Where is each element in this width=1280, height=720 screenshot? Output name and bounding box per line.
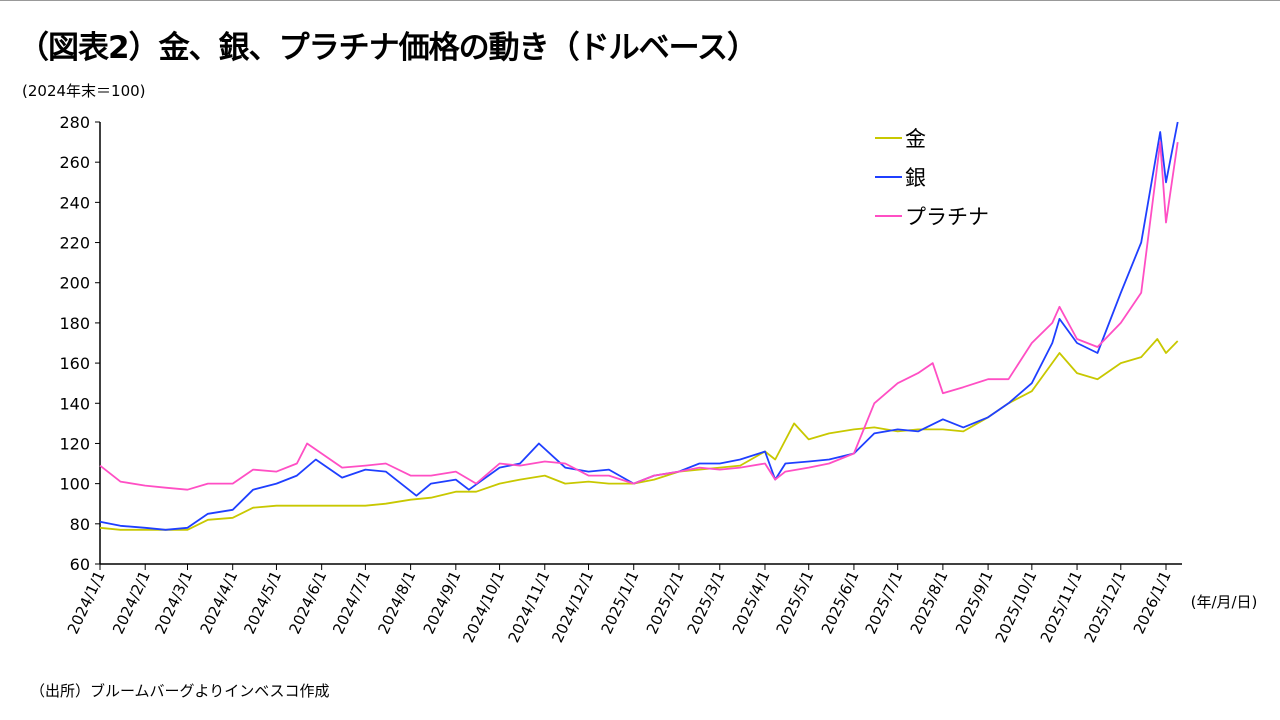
y-tick-label: 160 (59, 354, 90, 373)
y-tick-label: 80 (70, 515, 90, 534)
x-tick-label: 2024/6/1 (285, 568, 330, 637)
x-tick-label: 2025/9/1 (952, 568, 997, 637)
x-tick-label: 2025/3/1 (684, 568, 729, 637)
x-tick-label: 2024/11/1 (505, 568, 554, 645)
x-tick-label: 2025/12/1 (1081, 568, 1130, 645)
x-axis-label: (年/月/日) (1191, 593, 1258, 611)
x-tick-label: 2025/7/1 (862, 568, 907, 637)
x-tick-label: 2024/5/1 (240, 568, 285, 637)
y-tick-label: 120 (59, 434, 90, 453)
y-tick-label: 100 (59, 475, 90, 494)
series-line-0 (99, 338, 1179, 531)
x-tick-label: 2024/12/1 (548, 568, 597, 645)
legend-label: プラチナ (905, 205, 989, 229)
y-tick-label: 240 (59, 193, 90, 212)
y-tick-label: 260 (59, 153, 90, 172)
x-tick-label: 2024/10/1 (459, 568, 508, 645)
y-tick-label: 60 (70, 555, 90, 574)
x-tick-label: 2025/1/1 (598, 568, 643, 637)
x-tick-label: 2025/10/1 (992, 568, 1041, 645)
x-tick-label: 2025/4/1 (729, 568, 774, 637)
source-note: （出所）ブルームバーグよりインベスコ作成 (30, 682, 330, 700)
chart-title: （図表2）金、銀、プラチナ価格の動き（ドルベース） (18, 30, 758, 66)
y-tick-label: 280 (59, 113, 90, 132)
x-tick-label: 2025/5/1 (773, 568, 818, 637)
y-tick-label: 180 (59, 314, 90, 333)
x-tick-label: 2025/2/1 (643, 568, 688, 637)
series-line-2 (99, 141, 1179, 491)
x-tick-label: 2024/9/1 (420, 568, 465, 637)
unit-label: (2024年末＝100) (22, 82, 146, 100)
x-tick-label: 2024/8/1 (374, 568, 419, 637)
series-line-1 (99, 121, 1179, 531)
legend-label: 金 (905, 127, 926, 151)
x-tick-label: 2024/7/1 (329, 568, 374, 637)
x-tick-label: 2024/2/1 (109, 568, 154, 637)
y-tick-label: 220 (59, 234, 90, 253)
y-tick-label: 140 (59, 394, 90, 413)
x-tick-label: 2025/6/1 (818, 568, 863, 637)
x-tick-label: 2024/4/1 (197, 568, 242, 637)
x-tick-label: 2026/1/1 (1130, 568, 1175, 637)
x-tick-label: 2025/8/1 (907, 568, 952, 637)
top-border (0, 0, 1280, 1)
x-tick-label: 2024/3/1 (151, 568, 196, 637)
x-tick-label: 2024/1/1 (64, 568, 109, 637)
y-tick-label: 200 (59, 274, 90, 293)
legend-label: 銀 (905, 166, 926, 190)
x-tick-label: 2025/11/1 (1037, 568, 1086, 645)
